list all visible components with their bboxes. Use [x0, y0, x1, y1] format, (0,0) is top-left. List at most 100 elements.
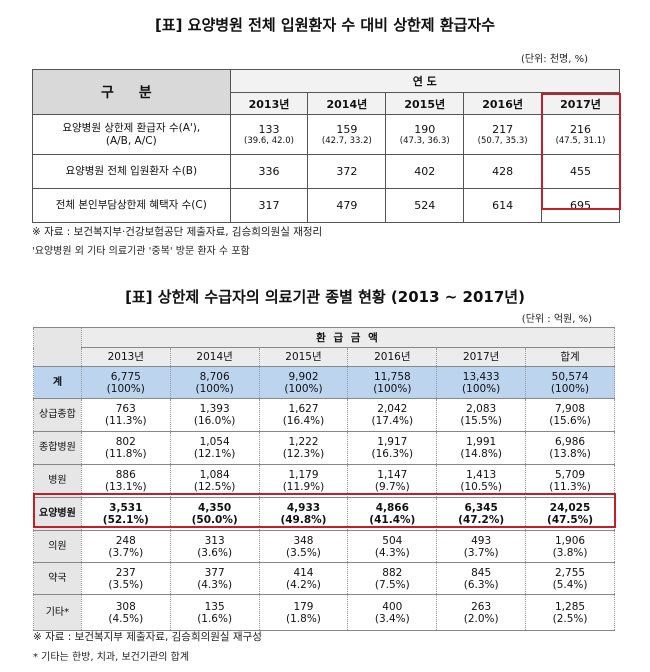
- table2-cell: 802 (11.8%): [80, 431, 171, 465]
- table2-cell: 5,709 (11.3%): [525, 464, 615, 498]
- table2-cell: 1,627 (16.4%): [258, 398, 349, 432]
- table2-unit: (단위 : 억원, %): [521, 314, 592, 325]
- table2-row: 의원 248 (3.7%) 313 (3.6%) 348 (3.5%) 504 (4.3%) 49…: [33, 530, 615, 563]
- cell-sub: (39.6, 42.0): [244, 135, 294, 146]
- cell-amount: 763: [115, 403, 136, 415]
- table2-cell: 1,917 (16.3%): [347, 431, 438, 465]
- cell-amount: 1,054: [199, 436, 230, 448]
- table2-cell: 24,025 (47.5%): [525, 497, 615, 531]
- cell-percent: (2.5%): [552, 612, 588, 625]
- table1-cell: 372: [307, 154, 387, 189]
- table2-row: 약국 237 (3.5%) 377 (4.3%) 414 (4.2%) 882 (7.5%) 84…: [33, 562, 615, 595]
- cell-percent: (15.6%): [549, 415, 591, 427]
- table2-cell: 2,755 (5.4%): [525, 562, 615, 595]
- cell-percent: (100%): [373, 382, 412, 395]
- table1-source-note: ※ 자료 : 보건복지부·건강보험공단 제출자료, 김승희의원실 재정리: [32, 226, 323, 238]
- table2-cell: 2,042 (17.4%): [347, 398, 438, 432]
- cell-amount: 13,433: [462, 370, 500, 383]
- table1-cell: 133 (39.6, 42.0): [229, 114, 309, 155]
- table2-cell: 263 (2.0%): [436, 594, 527, 631]
- cell-amount: 1,222: [288, 436, 319, 448]
- cell-percent: (47.2%): [458, 514, 505, 526]
- table2-row-label: 상급종합: [33, 398, 82, 432]
- table2-cell: 8,706 (100%): [169, 366, 260, 399]
- cell-value: 190: [414, 122, 436, 136]
- cell-percent: (4.2%): [286, 578, 321, 591]
- cell-percent: (50.0%): [191, 514, 238, 526]
- table2-row: 병원 886 (13.1%) 1,084 (12.5%) 1,179 (11.9%) 1,14…: [33, 464, 615, 498]
- table2-cell: 1,285 (2.5%): [525, 594, 615, 631]
- table2-col-header: 2016년: [347, 347, 438, 367]
- table2-row-label: 계: [33, 366, 82, 399]
- table2-cell: 3,531 (52.1%): [80, 497, 171, 531]
- cell-percent: (5.4%): [552, 578, 588, 591]
- table2-cell: 1,179 (11.9%): [258, 464, 349, 498]
- cell-amount: 135: [204, 600, 225, 613]
- table1-cell: 159 (42.7, 33.2): [307, 114, 387, 155]
- table2-cell: 1,054 (12.1%): [169, 431, 260, 465]
- table2-cell: 1,222 (12.3%): [258, 431, 349, 465]
- table2-cell: 377 (4.3%): [169, 562, 260, 595]
- table2-cell: 348 (3.5%): [258, 530, 349, 563]
- table1-unit: (단위: 천명, %): [520, 54, 588, 65]
- cell-percent: (7.5%): [374, 578, 410, 591]
- cell-percent: (2.0%): [463, 612, 499, 625]
- table1-cell: 217 (50.7, 35.3): [463, 114, 543, 155]
- cell-amount: 7,908: [555, 403, 586, 415]
- table2-cell: 493 (3.7%): [436, 530, 527, 563]
- cell-percent: (3.5%): [108, 578, 144, 591]
- table2-col-header: 2013년: [80, 347, 171, 367]
- table2-cell: 400 (3.4%): [347, 594, 438, 631]
- cell-amount: 400: [382, 600, 403, 613]
- cell-amount: 882: [382, 566, 403, 579]
- cell-amount: 6,345: [464, 502, 498, 514]
- cell-amount: 1,393: [199, 403, 230, 415]
- cell-percent: (100%): [550, 382, 590, 395]
- row-label-main: 요양병원 상한제 환급자 수(A'),: [62, 121, 201, 134]
- table2-cell: 135 (1.6%): [169, 594, 260, 631]
- cell-percent: (16.3%): [371, 448, 414, 460]
- table2-cell: 882 (7.5%): [347, 562, 438, 595]
- table2-cell: 6,345 (47.2%): [436, 497, 527, 531]
- table2-cell: 7,908 (15.6%): [525, 398, 615, 432]
- cell-percent: (3.4%): [374, 612, 410, 625]
- table2-cell: 308 (4.5%): [80, 594, 171, 631]
- cell-amount: 1,147: [377, 469, 408, 481]
- table2-title: [표] 상한제 수급자의 의료기관 종별 현황 (2013 ~ 2017년): [125, 288, 525, 306]
- highlight-2017-column: [541, 93, 621, 210]
- cell-amount: 4,350: [198, 502, 232, 514]
- table2-row-label: 요양병원: [33, 497, 82, 531]
- cell-sub: (42.7, 33.2): [321, 135, 372, 146]
- table2-cell: 9,902 (100%): [258, 366, 349, 399]
- cell-value: 217: [492, 122, 514, 136]
- table2-row-label: 기타*: [33, 594, 82, 631]
- cell-amount: 2,042: [377, 403, 408, 415]
- table1-header-label: 구 분: [32, 69, 231, 115]
- table2-row-label: 병원: [33, 464, 82, 498]
- cell-percent: (100%): [462, 382, 501, 395]
- cell-percent: (11.3%): [549, 481, 591, 493]
- cell-amount: 50,574: [551, 370, 589, 383]
- table1-cell: 216 (47.5, 31.1): [541, 114, 620, 155]
- cell-percent: (100%): [284, 382, 323, 395]
- table2-cell: 11,758 (100%): [347, 366, 438, 399]
- cell-percent: (16.0%): [193, 415, 236, 427]
- table1-year-header: 2017년: [541, 92, 620, 115]
- table2-cell: 6,775 (100%): [80, 366, 171, 399]
- table2-cell: 313 (3.6%): [169, 530, 260, 563]
- table2: 환 급 금 액 2013년 2014년 2015년 2016년 2017년 합계…: [33, 327, 616, 631]
- table1-row-label: 요양병원 상한제 환급자 수(A'), (A/B, A/C): [32, 114, 231, 155]
- cell-amount: 4,866: [375, 502, 409, 514]
- table2-cell: 1,413 (10.5%): [436, 464, 527, 498]
- table1-row: 요양병원 전체 입원환자 수(B) 336 372 402 428 455: [32, 154, 620, 189]
- cell-percent: (12.3%): [282, 448, 325, 460]
- table1-row: 요양병원 상한제 환급자 수(A'), (A/B, A/C) 133 (39.6,…: [32, 114, 620, 155]
- table1-year-header: 2014년: [307, 92, 387, 115]
- table1-cell: 524: [385, 188, 465, 223]
- cell-percent: (15.5%): [460, 415, 502, 427]
- cell-value: 216: [570, 122, 592, 136]
- table2-cell: 179 (1.8%): [258, 594, 349, 631]
- cell-amount: 1,084: [199, 469, 230, 481]
- cell-percent: (3.7%): [108, 546, 144, 559]
- table2-row-label: 의원: [33, 530, 82, 563]
